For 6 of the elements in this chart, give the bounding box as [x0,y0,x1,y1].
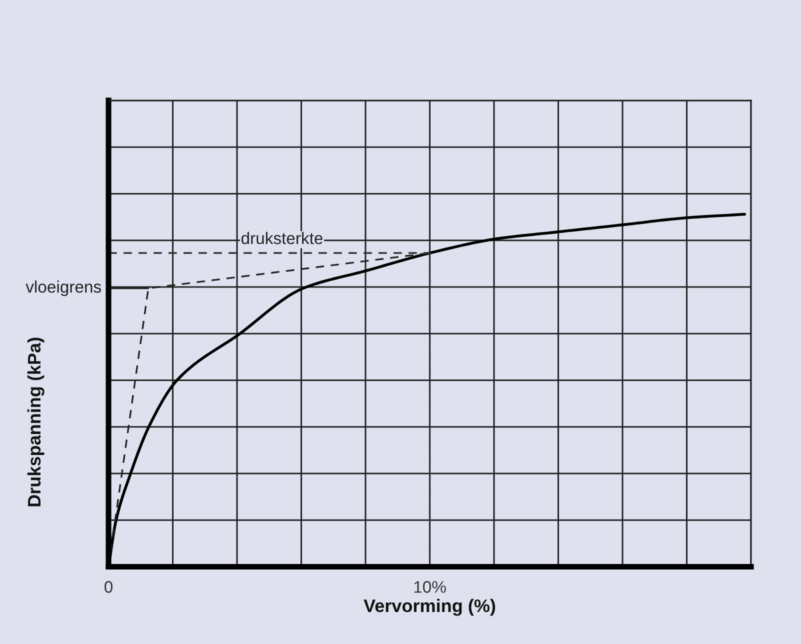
x-tick-label: 10% [414,581,446,593]
annotation: vloeigrens [26,280,101,296]
x-tick-label: 0 [104,581,113,593]
y-axis-title: Drukspanning (kPa) [27,338,44,506]
x-axis-title: Vervorming (%) [364,598,496,616]
annotation: druksterkte [241,232,322,244]
